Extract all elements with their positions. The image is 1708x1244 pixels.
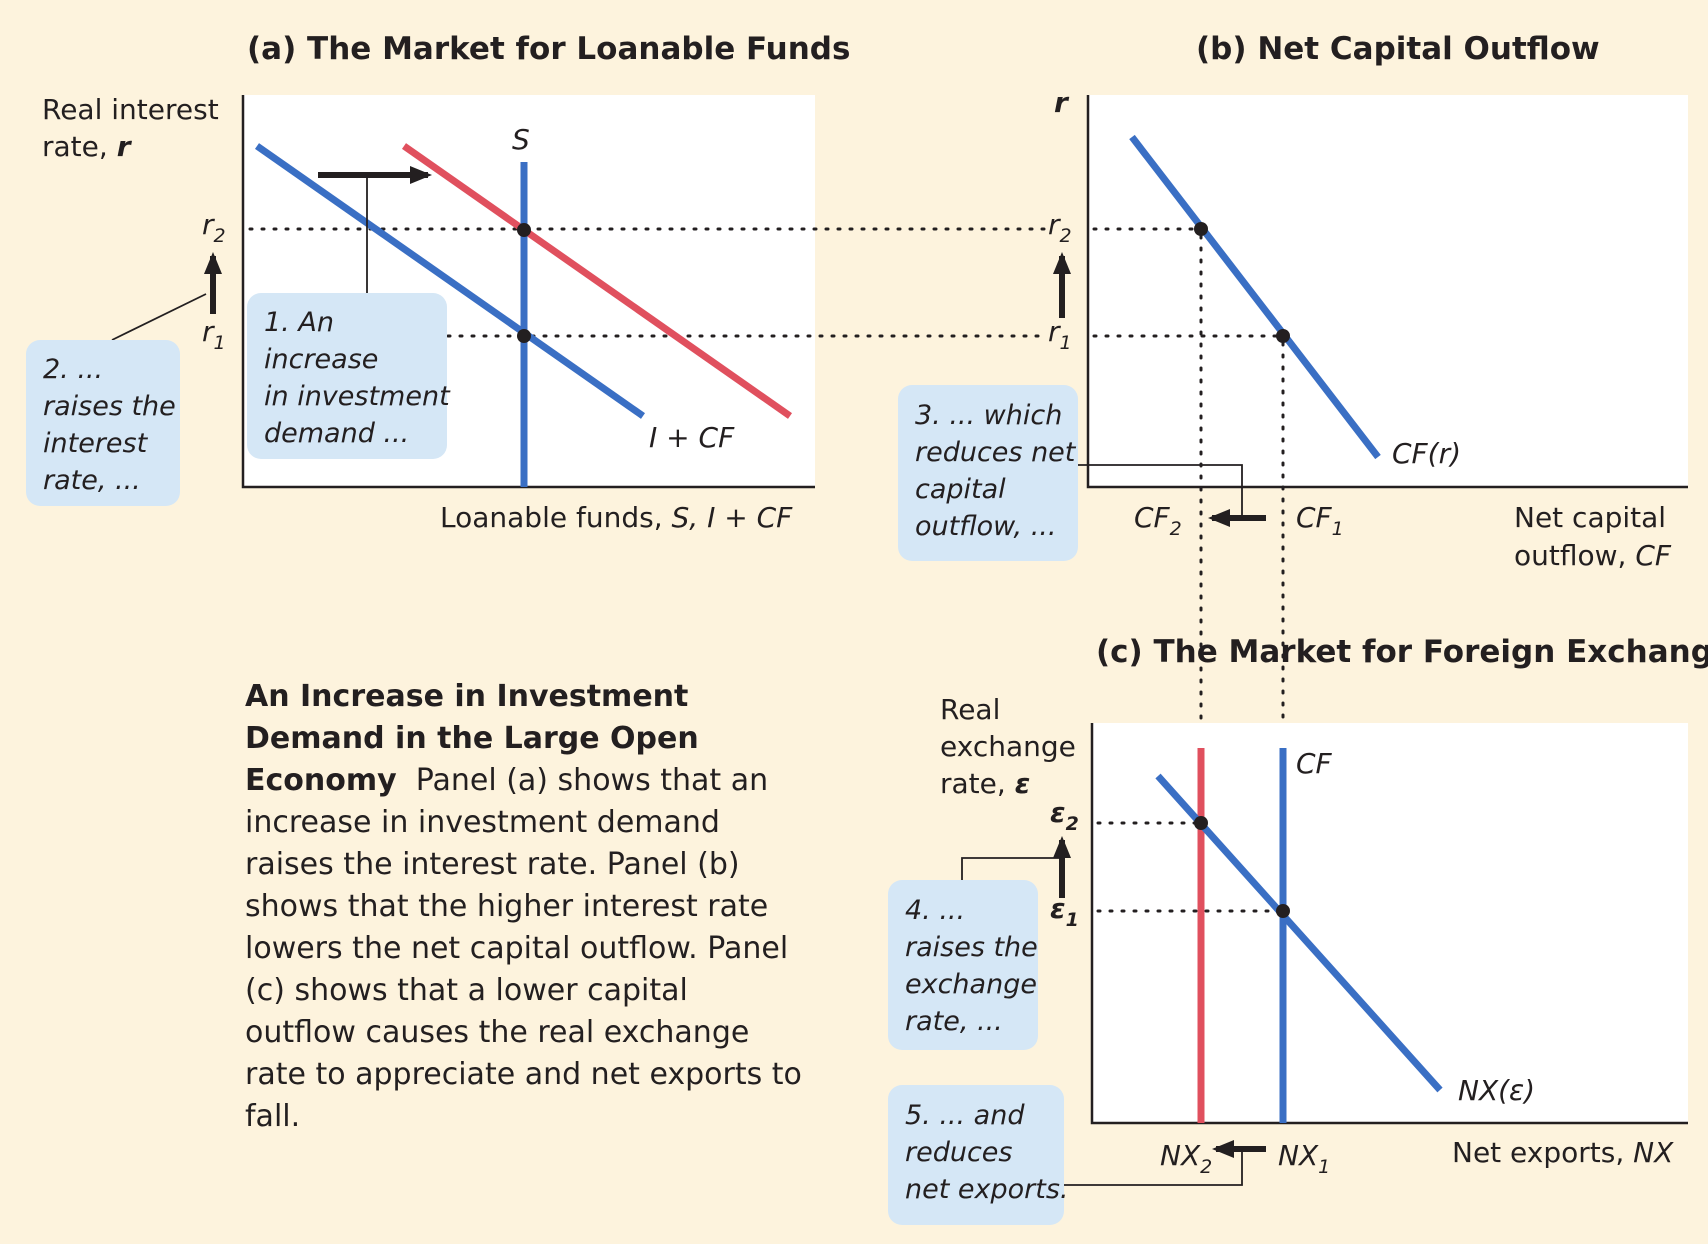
nx-curve-label: NX(ε) — [1458, 1074, 1535, 1107]
note4-leader — [961, 857, 1062, 880]
note1-callout: 1. An increase in investment demand ... — [247, 293, 451, 459]
cf-curve — [1129, 134, 1381, 460]
e1-label: ε1 — [1050, 892, 1079, 931]
e2-label: ε2 — [1050, 796, 1079, 835]
svg-text:5. ... and: 5. ... and — [905, 1100, 1025, 1131]
supply-curve-label: S — [512, 123, 530, 156]
note5-leader — [1064, 1149, 1243, 1186]
nx1-label: NX1 — [1278, 1139, 1330, 1178]
r1-label: r1 — [202, 315, 226, 354]
panel-b-plot-area — [1088, 95, 1688, 487]
panel-c-ylabel-line1: Real — [940, 693, 1000, 726]
panel-b-xlabel-line2: outflow, CF — [1514, 539, 1672, 572]
svg-text:raises the: raises the — [905, 932, 1038, 963]
panel-b: (b) Net Capital Outflow r CF(r) r2 r1 CF… — [898, 31, 1688, 572]
panel-a-title: (a) The Market for Loanable Funds — [247, 31, 850, 67]
svg-text:3. ... which: 3. ... which — [915, 400, 1062, 431]
svg-text:rate, ...: rate, ... — [905, 1006, 1003, 1037]
svg-text:4. ...: 4. ... — [905, 895, 965, 926]
note4-callout: 4. ... raises the exchange rate, ... — [888, 880, 1038, 1050]
cf1-label: CF1 — [1296, 501, 1344, 540]
equilibrium-point-new — [517, 223, 531, 237]
svg-text:raises the: raises the — [43, 391, 176, 422]
panel-b-axes — [1086, 95, 1688, 489]
panel-c-title: (c) The Market for Foreign Exchange — [1096, 634, 1708, 670]
svg-text:demand ...: demand ... — [264, 418, 409, 449]
cf-point-old — [1276, 329, 1290, 343]
note3-callout: 3. ... which reduces net capital outflow… — [898, 385, 1078, 561]
demand-curve-label: I + CF — [649, 421, 735, 454]
svg-text:net exports.: net exports. — [905, 1174, 1068, 1205]
svg-text:reduces: reduces — [905, 1137, 1013, 1168]
panel-b-r2-label: r2 — [1048, 208, 1072, 247]
svg-text:capital: capital — [915, 474, 1006, 505]
panel-a-ylabel-line1: Real interest — [42, 93, 219, 126]
caption-title: An Increase in Investment Demand in the … — [245, 679, 699, 798]
panel-c-plot-area — [1092, 723, 1688, 1123]
panel-c-xlabel: Net exports, NX — [1452, 1136, 1674, 1169]
panel-a-ylabel-line2: rate, r — [42, 130, 133, 163]
svg-text:exchange: exchange — [905, 969, 1037, 1000]
panel-b-ylabel: r — [1054, 86, 1070, 119]
panel-c-axes — [1090, 723, 1688, 1125]
panel-c-ylabel-line2: exchange — [940, 730, 1076, 763]
svg-text:2. ...: 2. ... — [43, 354, 103, 385]
svg-text:interest: interest — [43, 428, 149, 459]
cf2-label: CF2 — [1134, 501, 1182, 540]
panel-b-r1-label: r1 — [1048, 315, 1072, 354]
svg-text:increase: increase — [264, 344, 378, 375]
panel-a-xlabel: Loanable funds, S, I + CF — [440, 501, 793, 534]
note5-callout: 5. ... and reduces net exports. — [888, 1085, 1068, 1225]
panel-c: (c) The Market for Foreign Exchange Real… — [888, 634, 1708, 1225]
note3-leader — [1078, 464, 1243, 518]
r2-label: r2 — [202, 208, 226, 247]
panel-a: (a) The Market for Loanable Funds Real i… — [26, 31, 1050, 534]
equilibrium-point-old — [517, 329, 531, 343]
note2-leader — [111, 293, 207, 341]
panel-a-axes — [241, 95, 815, 489]
svg-text:outflow, ...: outflow, ... — [915, 511, 1056, 542]
cf-vertical-label: CF — [1296, 747, 1333, 780]
figure-caption: An Increase in Investment Demand in the … — [245, 676, 805, 1138]
panel-b-title: (b) Net Capital Outflow — [1196, 31, 1600, 67]
svg-text:in investment: in investment — [264, 381, 451, 412]
nx2-label: NX2 — [1160, 1139, 1212, 1178]
cf-curve-label: CF(r) — [1392, 437, 1461, 470]
panel-b-xlabel-line1: Net capital — [1514, 501, 1666, 534]
nx-point-old — [1276, 904, 1290, 918]
demand-curve-i-plus-cf-shifted — [401, 143, 793, 419]
cf-point-new — [1194, 222, 1208, 236]
panel-c-ylabel-line3: rate, ε — [940, 767, 1030, 800]
nx-point-new — [1194, 816, 1208, 830]
caption-body: Panel (a) shows that an increase in inve… — [245, 763, 802, 1134]
note2-callout: 2. ... raises the interest rate, ... — [26, 340, 180, 506]
svg-text:rate, ...: rate, ... — [43, 465, 141, 496]
svg-text:1. An: 1. An — [264, 307, 334, 338]
demand-curve-i-plus-cf-original — [254, 143, 646, 419]
svg-text:reduces net: reduces net — [915, 437, 1077, 468]
